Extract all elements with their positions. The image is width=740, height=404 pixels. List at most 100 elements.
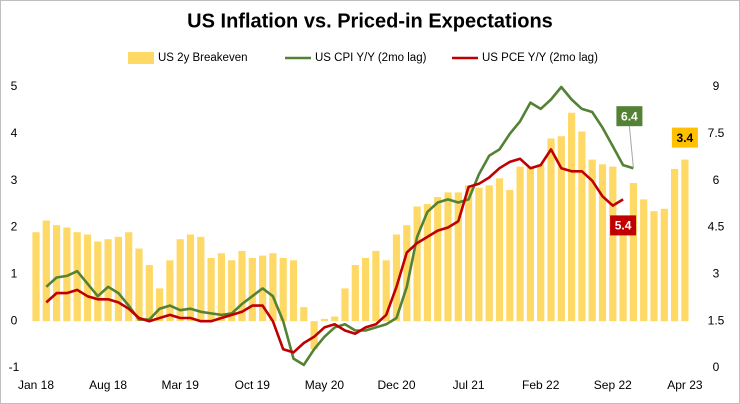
y2-tick-label: 4.5 bbox=[708, 220, 725, 234]
bar bbox=[681, 159, 689, 322]
x-tick-label: Jan 18 bbox=[18, 378, 54, 392]
legend-label: US CPI Y/Y (2mo lag) bbox=[315, 52, 427, 64]
bar bbox=[228, 260, 236, 322]
bar bbox=[475, 187, 483, 322]
annotation: 6.4 bbox=[621, 109, 638, 123]
bar bbox=[598, 164, 607, 322]
x-tick-label: Apr 23 bbox=[667, 378, 703, 392]
bar bbox=[516, 166, 524, 322]
annotation-box bbox=[616, 106, 643, 127]
bar bbox=[135, 248, 143, 322]
chart-title: US Inflation vs. Priced-in Expectations bbox=[187, 10, 553, 32]
bar bbox=[547, 138, 555, 322]
bar bbox=[166, 260, 174, 322]
bar bbox=[392, 234, 401, 322]
y-tick-label: 3 bbox=[11, 173, 18, 187]
bar bbox=[248, 257, 256, 322]
bar bbox=[197, 236, 205, 322]
bar bbox=[434, 197, 442, 322]
y-tick-label: 0 bbox=[11, 313, 18, 327]
bar bbox=[145, 264, 153, 322]
bar bbox=[362, 257, 370, 322]
y2-tick-label: 6 bbox=[713, 173, 720, 187]
bar bbox=[207, 257, 215, 322]
bar bbox=[444, 192, 452, 322]
annotation: 5.4 bbox=[615, 219, 632, 233]
bar bbox=[588, 159, 596, 322]
y-tick-label: 2 bbox=[11, 220, 18, 234]
bar bbox=[609, 166, 617, 322]
bar bbox=[238, 250, 246, 322]
bar bbox=[217, 253, 225, 322]
y-tick-label: -1 bbox=[9, 360, 20, 374]
x-tick-label: Aug 18 bbox=[89, 378, 127, 392]
bar bbox=[506, 190, 514, 322]
y2-tick-label: 3 bbox=[713, 267, 720, 281]
bar bbox=[331, 316, 339, 322]
bar bbox=[403, 225, 411, 322]
y2-tick-label: 0 bbox=[713, 360, 720, 374]
bar bbox=[351, 264, 359, 322]
y2-tick-label: 1.5 bbox=[708, 313, 725, 327]
bar bbox=[423, 204, 431, 322]
bar bbox=[341, 288, 349, 322]
bar bbox=[289, 260, 298, 322]
bar bbox=[73, 232, 81, 322]
annotation-box bbox=[671, 127, 698, 148]
y2-tick-label: 9 bbox=[713, 79, 720, 93]
bar bbox=[629, 183, 637, 322]
bar bbox=[372, 250, 380, 322]
x-tick-label: Jul 21 bbox=[453, 378, 485, 392]
bar bbox=[619, 225, 627, 322]
bar bbox=[568, 112, 576, 322]
legend-label: US PCE Y/Y (2mo lag) bbox=[482, 52, 598, 64]
bar bbox=[557, 136, 565, 322]
bar bbox=[114, 236, 122, 322]
y-tick-label: 4 bbox=[11, 126, 18, 140]
annotation-leader bbox=[628, 126, 634, 169]
bar bbox=[537, 164, 545, 322]
bar bbox=[104, 239, 112, 322]
x-tick-label: Oct 19 bbox=[235, 378, 271, 392]
bar bbox=[526, 166, 534, 322]
bar bbox=[125, 232, 133, 322]
legend-label: US 2y Breakeven bbox=[158, 52, 248, 64]
x-tick-label: Sep 22 bbox=[594, 378, 632, 392]
bar bbox=[320, 318, 328, 322]
bar bbox=[454, 192, 462, 322]
line bbox=[45, 148, 624, 354]
bar bbox=[578, 131, 586, 322]
bar bbox=[640, 199, 648, 322]
bar bbox=[176, 239, 184, 322]
bar bbox=[485, 185, 493, 322]
x-tick-label: Feb 22 bbox=[522, 378, 560, 392]
bar bbox=[660, 208, 668, 322]
bar bbox=[63, 227, 71, 322]
bar bbox=[279, 257, 287, 322]
bar bbox=[156, 288, 164, 322]
y-tick-label: 1 bbox=[11, 267, 18, 281]
bar bbox=[186, 234, 195, 322]
bar bbox=[650, 211, 658, 322]
bar bbox=[94, 241, 102, 322]
bar bbox=[413, 206, 421, 322]
y-tick-label: 5 bbox=[11, 79, 18, 93]
y2-tick-label: 7.5 bbox=[708, 126, 725, 140]
x-tick-label: Mar 19 bbox=[162, 378, 200, 392]
bar bbox=[42, 220, 50, 322]
bar bbox=[382, 260, 390, 322]
bar bbox=[495, 178, 504, 322]
bar bbox=[465, 185, 473, 322]
annotation-box bbox=[610, 215, 637, 236]
bar bbox=[83, 234, 92, 322]
annotation: 3.4 bbox=[677, 131, 694, 145]
bar bbox=[269, 253, 277, 322]
x-tick-label: May 20 bbox=[305, 378, 345, 392]
legend-swatch bbox=[128, 52, 154, 64]
bar bbox=[671, 168, 679, 322]
bar bbox=[300, 307, 308, 322]
bar bbox=[32, 232, 40, 322]
bar bbox=[53, 225, 61, 322]
x-tick-label: Dec 20 bbox=[377, 378, 415, 392]
